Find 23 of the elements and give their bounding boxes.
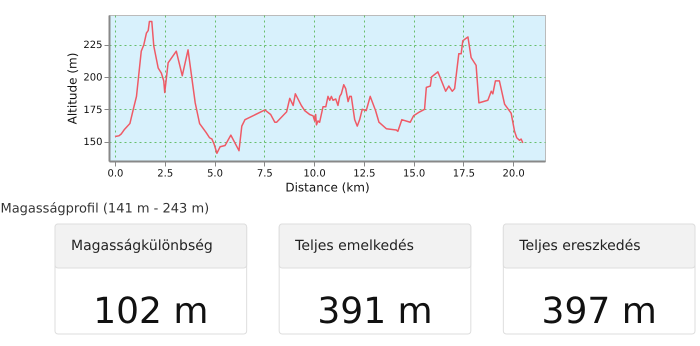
x-tick-label: 7.5 — [256, 168, 273, 180]
x-tick-label: 10.0 — [303, 168, 326, 180]
data-label: 102 m — [93, 291, 208, 332]
y-tick-label: 175 — [83, 104, 102, 116]
x-tick-label: 12.5 — [353, 168, 376, 180]
category-label: Teljes emelkedés — [294, 238, 414, 254]
data-label: 391 m — [317, 291, 433, 332]
x-tick-label: 0.0 — [108, 168, 124, 180]
x-tick-label: 15.0 — [402, 168, 426, 180]
data-label: 397 m — [542, 291, 657, 332]
y-tick-label: 200 — [83, 72, 102, 84]
x-tick-label: 2.5 — [157, 168, 174, 180]
x-tick-label: 5.0 — [207, 168, 223, 180]
text: Magasságprofil (141 m - 243 m) — [0, 202, 210, 216]
x-tick-label: 17.5 — [452, 168, 476, 180]
category-label: Teljes ereszkedés — [518, 238, 641, 254]
x-axis-title: Distance (km) — [285, 180, 370, 194]
category-label: Magasságkülönbség — [71, 238, 213, 254]
x-tick-label: 20.0 — [502, 168, 525, 180]
line-series — [114, 20, 524, 154]
y-axis-title: Altitude (m) — [65, 52, 80, 124]
y-tick-label: 225 — [83, 40, 102, 52]
y-tick-label: 150 — [83, 137, 102, 148]
